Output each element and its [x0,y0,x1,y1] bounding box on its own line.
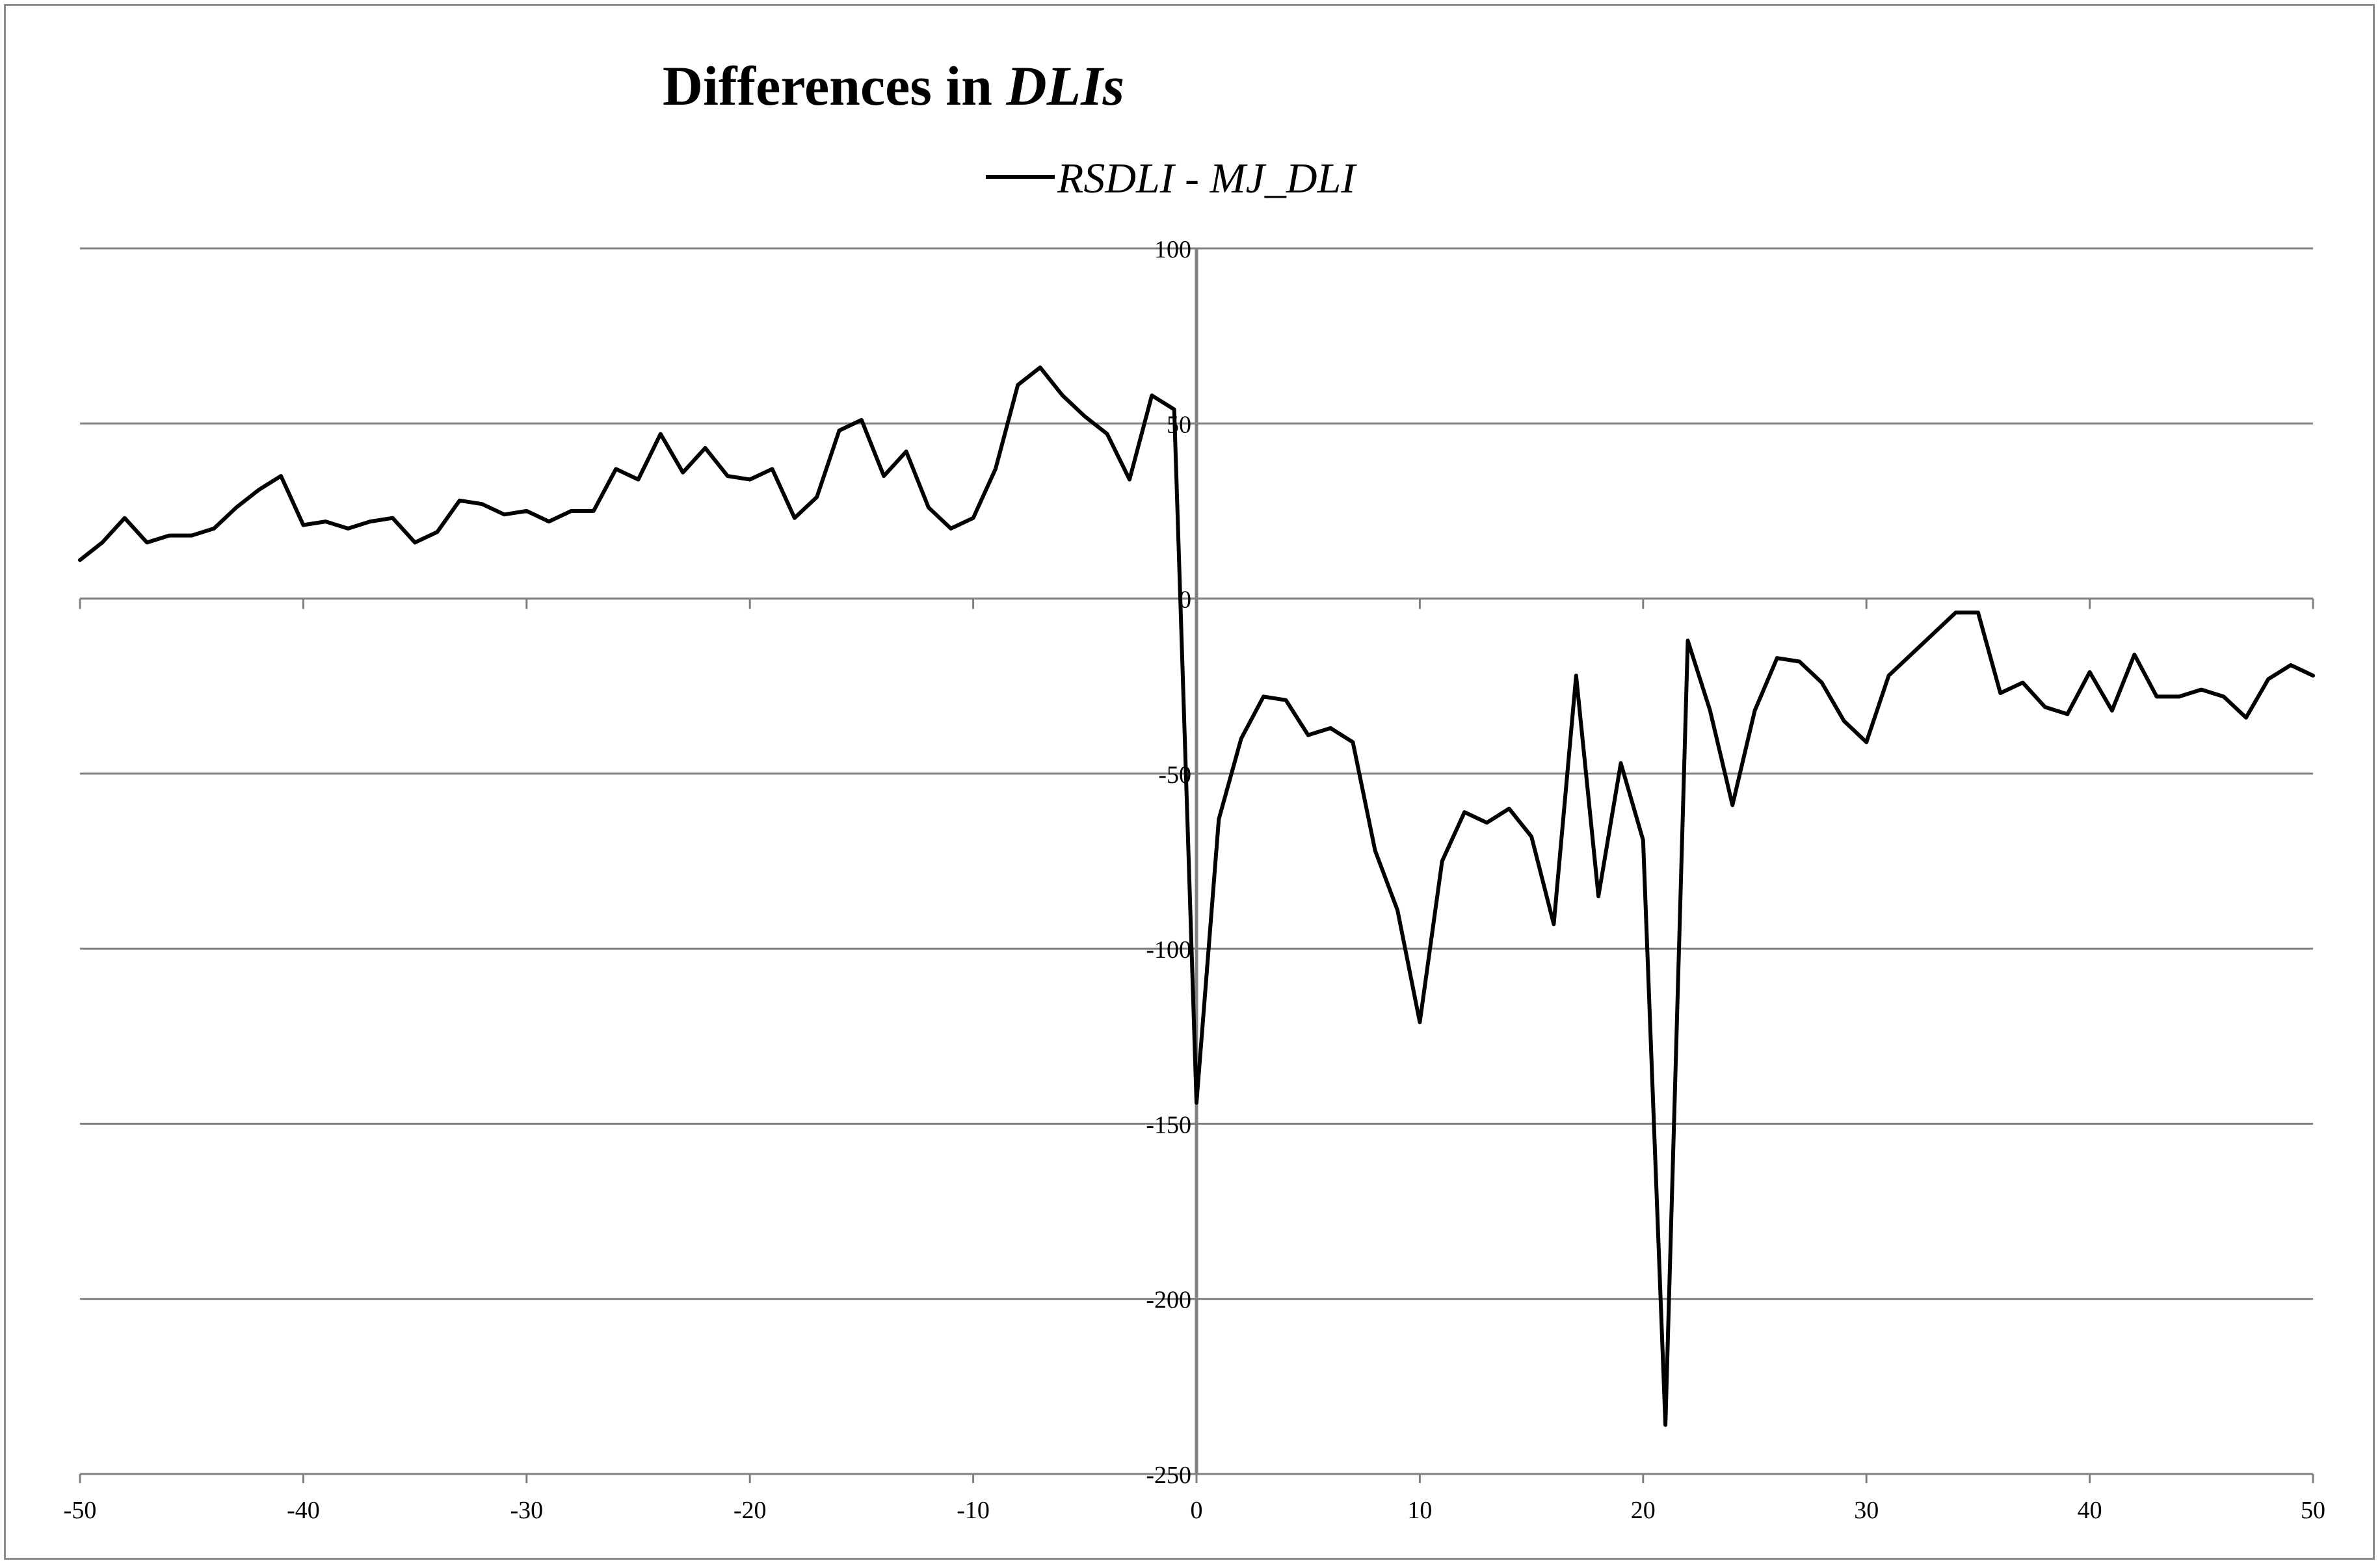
x-tick-label--10: -10 [957,1497,990,1524]
x-tick-label--20: -20 [734,1497,767,1524]
chart-frame: Differences in DLIs RSDLI - MJ_DLI -50 -4… [4,4,2375,1560]
chart-svg: Differences in DLIs RSDLI - MJ_DLI -50 -4… [64,55,2325,1524]
legend: RSDLI - MJ_DLI [986,155,1357,202]
x-tick-label-50: 50 [2301,1497,2325,1524]
y-tick-label--200: -200 [1146,1287,1191,1314]
chart-title: Differences in DLIs [663,55,1124,117]
y-tick-label--250: -250 [1146,1462,1191,1489]
x-tick-label-30: 30 [1854,1497,1879,1524]
y-tick-label--100: -100 [1146,936,1191,964]
x-tick-label-20: 20 [1631,1497,1656,1524]
x-tick-label--40: -40 [287,1497,320,1524]
plot-area: -50 -40 -30 -20 -10 0 10 20 30 40 50100500-50-100-… [64,236,2325,1524]
x-tick-label--30: -30 [510,1497,543,1524]
y-tick-label--150: -150 [1146,1111,1191,1138]
legend-label: RSDLI - MJ_DLI [1057,155,1357,202]
x-tick-label-10: 10 [1407,1497,1432,1524]
y-tick-label-50: 50 [1167,411,1191,438]
x-tick-label-40: 40 [2078,1497,2102,1524]
x-tick-label--50: -50 [64,1497,97,1524]
x-tick-label-0: 0 [1191,1497,1203,1524]
chart-title-italic: DLIs [1006,55,1125,117]
chart-title-normal: Differences in [663,55,1007,117]
y-tick-label-100: 100 [1154,236,1191,263]
